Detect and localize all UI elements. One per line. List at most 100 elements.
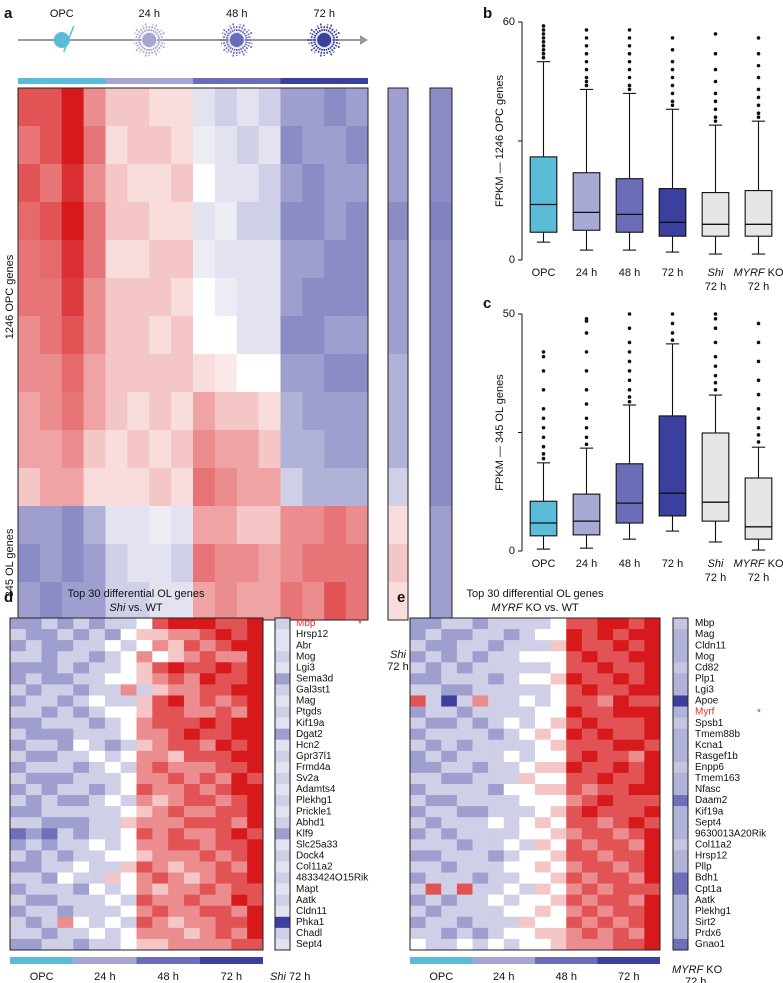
heatmap-cell (472, 651, 489, 663)
heatmap-cell (127, 354, 150, 393)
side-cell (673, 618, 688, 630)
heatmap-cell (488, 817, 505, 829)
heatmap-cell (231, 739, 248, 752)
heatmap-cell (302, 506, 325, 545)
outlier (756, 425, 761, 430)
heatmap-cell (73, 618, 90, 630)
heatmap-cell (613, 817, 630, 829)
heatmap-cell (488, 750, 505, 763)
box (615, 463, 644, 524)
heatmap-cell (566, 739, 583, 752)
heatmap-cell (410, 651, 426, 663)
heatmap-cell (535, 651, 551, 663)
outlier (756, 115, 761, 119)
heatmap-cell (136, 728, 153, 741)
heatmap-cell (73, 695, 90, 707)
heatmap-cell (472, 850, 489, 862)
heatmap-cell (535, 695, 551, 707)
cell-process (238, 45, 246, 57)
side-cell (673, 927, 688, 940)
heatmap-cell (503, 795, 520, 807)
heatmap-cell (535, 861, 551, 873)
heatmap-cell (535, 739, 551, 752)
heatmap-cell (519, 861, 536, 873)
heatmap-cell (488, 651, 505, 663)
group-label: 72 h (618, 971, 639, 983)
heatmap-cell (10, 784, 27, 796)
heatmap-cell (519, 695, 536, 707)
heatmap-cell (472, 927, 489, 940)
heatmap-cell (247, 673, 264, 685)
heatmap-cell (215, 916, 232, 929)
heatmap-cell (519, 629, 536, 641)
heatmap-cell (193, 506, 216, 545)
heatmap-cell (168, 772, 185, 785)
side-cell (388, 316, 408, 355)
heatmap-cell (152, 828, 169, 840)
heatmap-cell (57, 728, 74, 741)
gene-label: Pllp (695, 862, 712, 873)
heatmap-cell (566, 872, 583, 884)
side-cell (673, 905, 688, 918)
heatmap-cell (503, 894, 520, 907)
cell-process (222, 43, 233, 52)
heatmap-cell (231, 927, 248, 940)
heatmap-cell (597, 784, 614, 796)
heatmap-cell (41, 861, 58, 873)
heatmap-cell (581, 894, 598, 907)
heatmap-cell (231, 850, 248, 862)
heatmap-cell (503, 905, 520, 918)
heatmap-cell (613, 795, 630, 807)
heatmap-cell (550, 695, 567, 707)
heatmap-cell (183, 695, 201, 707)
heatmap-cell (25, 883, 42, 895)
heatmap-cell (503, 916, 520, 929)
heatmap-cell (57, 784, 74, 796)
heatmap-cell (73, 883, 90, 895)
heatmap-cell (628, 717, 645, 729)
heatmap-cell (519, 806, 536, 818)
heatmap-cell (581, 938, 598, 951)
heatmap-cell (644, 618, 661, 630)
heatmap-cell (120, 839, 137, 851)
heatmap-cell (247, 651, 264, 663)
heatmap-cell (136, 739, 153, 752)
heatmap-cell (10, 828, 27, 840)
heatmap-cell (503, 806, 520, 818)
side-cell (275, 806, 290, 818)
heatmap-cell (136, 916, 153, 929)
heatmap-cell (120, 706, 137, 718)
heatmap-cell (214, 544, 238, 583)
heatmap-cell (410, 673, 426, 685)
heatmap-cell (10, 717, 27, 729)
heatmap-cell (152, 640, 169, 652)
heatmap-cell (39, 88, 63, 127)
heatmap-cell (183, 651, 201, 663)
heatmap-cell (581, 916, 598, 929)
heatmap-cell (247, 772, 264, 785)
heatmap-cell (120, 850, 137, 862)
heatmap-cell (183, 894, 201, 907)
outlier (670, 338, 675, 342)
heatmap-cell (104, 795, 121, 807)
heatmap-cell (215, 706, 232, 718)
gene-label: Gpr37l1 (296, 751, 332, 762)
heatmap-cell (346, 126, 369, 165)
side-cell (388, 164, 408, 203)
heatmap-cell (628, 772, 645, 785)
heatmap-cell (89, 728, 106, 741)
heatmap-cell (18, 468, 41, 507)
heatmap-cell (41, 905, 58, 918)
heatmap-cell (488, 894, 505, 907)
heatmap-cell (488, 618, 505, 630)
side-cell (275, 629, 290, 641)
side-cell (673, 795, 688, 807)
heatmap-cell (168, 706, 185, 718)
outlier (541, 444, 546, 449)
heatmap-cell (456, 817, 473, 829)
heatmap-cell (644, 828, 661, 840)
heatmap-cell (441, 618, 458, 630)
heatmap-cell (566, 772, 583, 785)
heatmap-cell (18, 88, 41, 127)
heatmap-cell (456, 695, 473, 707)
